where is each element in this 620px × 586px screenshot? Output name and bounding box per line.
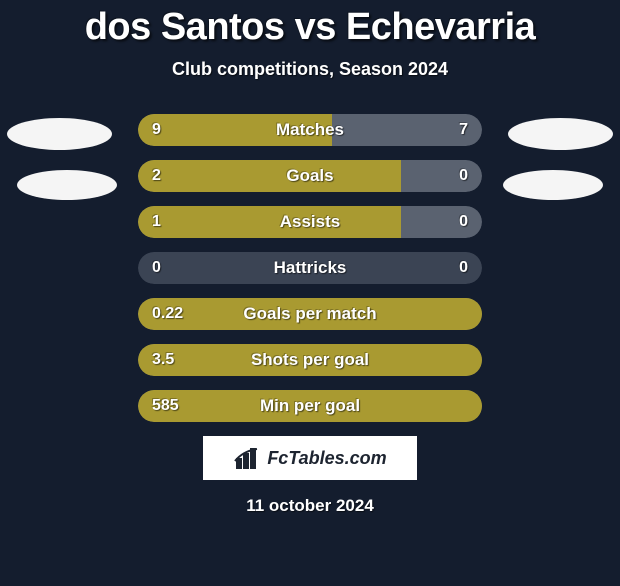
watermark: FcTables.com: [203, 436, 417, 480]
stat-value-right: 0: [459, 160, 468, 192]
stat-label: Min per goal: [138, 390, 482, 422]
player-right-ellipse-2: [503, 170, 603, 200]
player-right-ellipse-1: [508, 118, 613, 150]
stat-value-left: 2: [152, 160, 161, 192]
stat-value-left: 9: [152, 114, 161, 146]
stat-value-left: 0: [152, 252, 161, 284]
stat-value-right: 7: [459, 114, 468, 146]
stat-row: Matches9 7: [138, 114, 482, 146]
stat-label: Assists: [138, 206, 482, 238]
stat-label: Goals: [138, 160, 482, 192]
stat-row: Hattricks0 0: [138, 252, 482, 284]
watermark-text: FcTables.com: [267, 448, 386, 469]
player-left-ellipse-1: [7, 118, 112, 150]
stat-bars-container: Matches97Goals20Assists10Hattricks00Goal…: [138, 114, 482, 422]
stat-value-right: 0: [459, 252, 468, 284]
player-left-ellipse-2: [17, 170, 117, 200]
stat-value-left: 3.5: [152, 344, 174, 376]
stat-label: Goals per match: [138, 298, 482, 330]
stat-row: Assists1 0: [138, 206, 482, 238]
stat-row: Min per goal585: [138, 390, 482, 422]
stat-value-left: 0.22: [152, 298, 183, 330]
stat-row: Goals per match0.22: [138, 298, 482, 330]
stat-row: Goals2 0: [138, 160, 482, 192]
stat-value-left: 585: [152, 390, 179, 422]
stat-row: Shots per goal3.5: [138, 344, 482, 376]
stat-label: Shots per goal: [138, 344, 482, 376]
footer-date: 11 october 2024: [0, 496, 620, 516]
stat-label: Matches: [138, 114, 482, 146]
watermark-icon: [233, 447, 261, 469]
stat-label: Hattricks: [138, 252, 482, 284]
subtitle: Club competitions, Season 2024: [0, 59, 620, 80]
page-title: dos Santos vs Echevarria: [0, 6, 620, 49]
comparison-stage: Matches97Goals20Assists10Hattricks00Goal…: [0, 114, 620, 422]
stat-value-right: 0: [459, 206, 468, 238]
stat-value-left: 1: [152, 206, 161, 238]
